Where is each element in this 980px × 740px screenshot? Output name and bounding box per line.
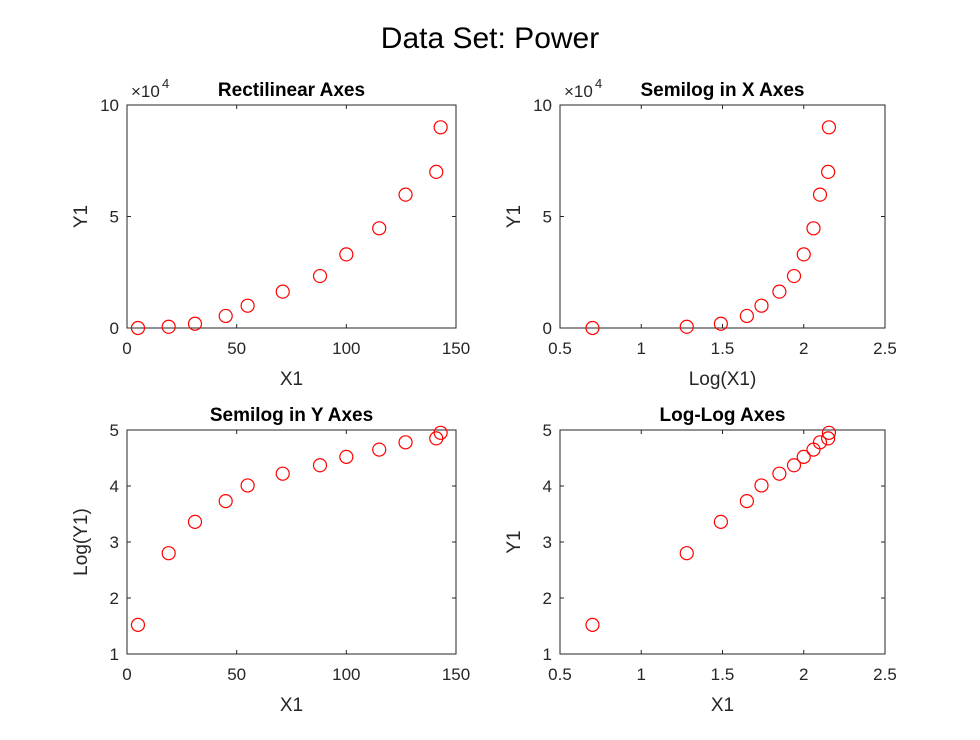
data-point <box>312 458 328 473</box>
x-tick-label: 50 <box>227 339 246 358</box>
x-axis-label: X1 <box>280 369 303 390</box>
y-tick-label: 2 <box>543 589 552 608</box>
data-point <box>130 320 146 336</box>
x-tick-label: 2 <box>799 665 808 684</box>
data-point <box>821 425 837 440</box>
x-tick-label: 1.5 <box>711 665 735 684</box>
x-tick-label: 0 <box>122 339 131 358</box>
data-point <box>812 435 828 450</box>
y-multiplier: ×10 <box>131 82 160 101</box>
y-multiplier-exponent: 4 <box>595 76 602 91</box>
data-point <box>754 298 769 313</box>
data-point <box>772 466 787 481</box>
data-point <box>275 466 290 481</box>
x-axis-label: X1 <box>711 695 734 716</box>
y-tick-label: 5 <box>543 208 552 227</box>
data-point <box>372 221 387 236</box>
data-point <box>585 320 600 336</box>
data-point <box>161 546 176 561</box>
data-point <box>786 458 802 473</box>
x-tick-label: 2.5 <box>873 665 897 684</box>
data-point <box>429 164 444 179</box>
x-axis-label: Log(X1) <box>689 369 757 390</box>
data-point <box>339 247 354 262</box>
y-axis-label: Y1 <box>504 530 525 553</box>
data-point <box>821 431 836 446</box>
data-point <box>187 514 203 529</box>
y-multiplier-exponent: 4 <box>162 76 169 91</box>
x-tick-label: 1 <box>637 665 646 684</box>
data-point <box>739 494 754 509</box>
data-point <box>161 319 176 334</box>
y-tick-label: 3 <box>543 533 552 552</box>
data-point <box>796 247 811 262</box>
data-point <box>679 319 694 334</box>
data-point <box>275 284 290 299</box>
data-point <box>339 449 354 464</box>
subplot-title: Semilog in Y Axes <box>210 405 373 426</box>
data-point <box>585 617 600 632</box>
subplot-title: Rectilinear Axes <box>218 80 365 101</box>
y-tick-label: 0 <box>110 319 119 338</box>
y-tick-label: 5 <box>543 421 552 440</box>
x-tick-label: 0 <box>122 665 131 684</box>
subplot-title: Log-Log Axes <box>660 405 786 426</box>
data-point <box>713 514 728 529</box>
y-tick-label: 1 <box>110 645 119 664</box>
data-point <box>218 494 233 509</box>
x-tick-label: 0.5 <box>548 665 572 684</box>
data-point <box>739 308 754 324</box>
data-point <box>240 298 255 313</box>
data-point <box>812 187 828 202</box>
data-point <box>312 268 328 284</box>
data-point <box>679 546 694 561</box>
y-axis-label: Y1 <box>504 205 525 228</box>
x-tick-label: 0.5 <box>548 339 572 358</box>
y-tick-label: 2 <box>110 589 119 608</box>
data-point <box>772 284 787 299</box>
y-axis-label: Y1 <box>71 205 92 228</box>
data-point <box>754 478 769 493</box>
y-tick-label: 5 <box>110 208 119 227</box>
data-point <box>187 316 203 331</box>
subplot-title: Semilog in X Axes <box>640 80 804 101</box>
y-tick-label: 4 <box>543 477 552 496</box>
figure-title: Data Set: Power <box>381 22 599 55</box>
y-tick-label: 5 <box>110 421 119 440</box>
y-multiplier: ×10 <box>564 82 593 101</box>
x-tick-label: 150 <box>442 339 470 358</box>
x-tick-label: 1.5 <box>711 339 735 358</box>
data-point <box>433 425 448 440</box>
y-tick-label: 1 <box>543 645 552 664</box>
data-point <box>218 308 233 324</box>
y-tick-label: 4 <box>110 477 119 496</box>
data-point <box>821 120 837 135</box>
x-tick-label: 100 <box>332 665 360 684</box>
data-point <box>240 478 255 493</box>
data-point <box>398 187 413 202</box>
data-point <box>398 435 413 450</box>
x-tick-label: 2 <box>799 339 808 358</box>
x-axis-label: X1 <box>280 695 303 716</box>
data-point <box>713 316 728 331</box>
data-point <box>433 120 448 135</box>
data-point <box>372 442 387 457</box>
data-point <box>130 617 146 632</box>
data-point <box>796 449 811 464</box>
x-tick-label: 50 <box>227 665 246 684</box>
y-tick-label: 10 <box>100 96 119 115</box>
x-tick-label: 150 <box>442 665 470 684</box>
data-point <box>806 221 821 236</box>
y-tick-label: 0 <box>543 319 552 338</box>
x-tick-label: 100 <box>332 339 360 358</box>
x-tick-label: 2.5 <box>873 339 897 358</box>
data-point <box>821 164 836 179</box>
data-point <box>786 268 802 284</box>
y-tick-label: 10 <box>533 96 552 115</box>
y-axis-label: Log(Y1) <box>71 508 92 576</box>
x-tick-label: 1 <box>637 339 646 358</box>
y-tick-label: 3 <box>110 533 119 552</box>
